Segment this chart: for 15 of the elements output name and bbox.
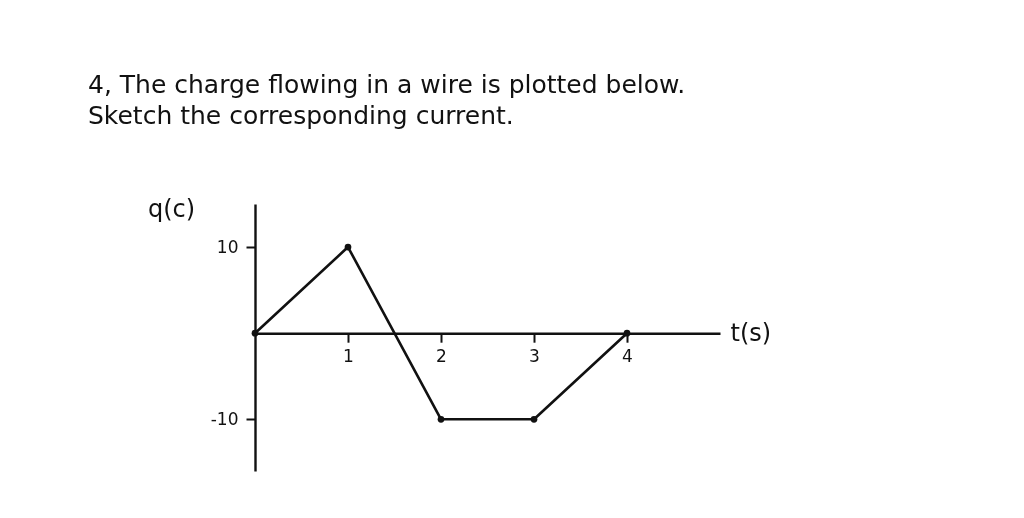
x-tick-label: 1 [343,345,354,366]
chart-title: 4, The charge flowing in a wire is plotted below. [88,70,686,99]
x-tick-label: 3 [529,345,540,366]
x-axis-title: t(s) [730,318,772,347]
point [251,329,259,337]
chart-subtitle: Sketch the corresponding current. [88,101,514,130]
point [530,415,538,423]
y-axis-title: q(c) [147,194,196,223]
x-tick-label: 2 [436,345,447,366]
point [437,415,445,423]
y-tick-label: 10 [216,236,239,257]
point [623,329,631,337]
point [344,243,352,251]
y-tick-label: -10 [210,408,239,429]
x-tick-label: 4 [622,345,633,366]
